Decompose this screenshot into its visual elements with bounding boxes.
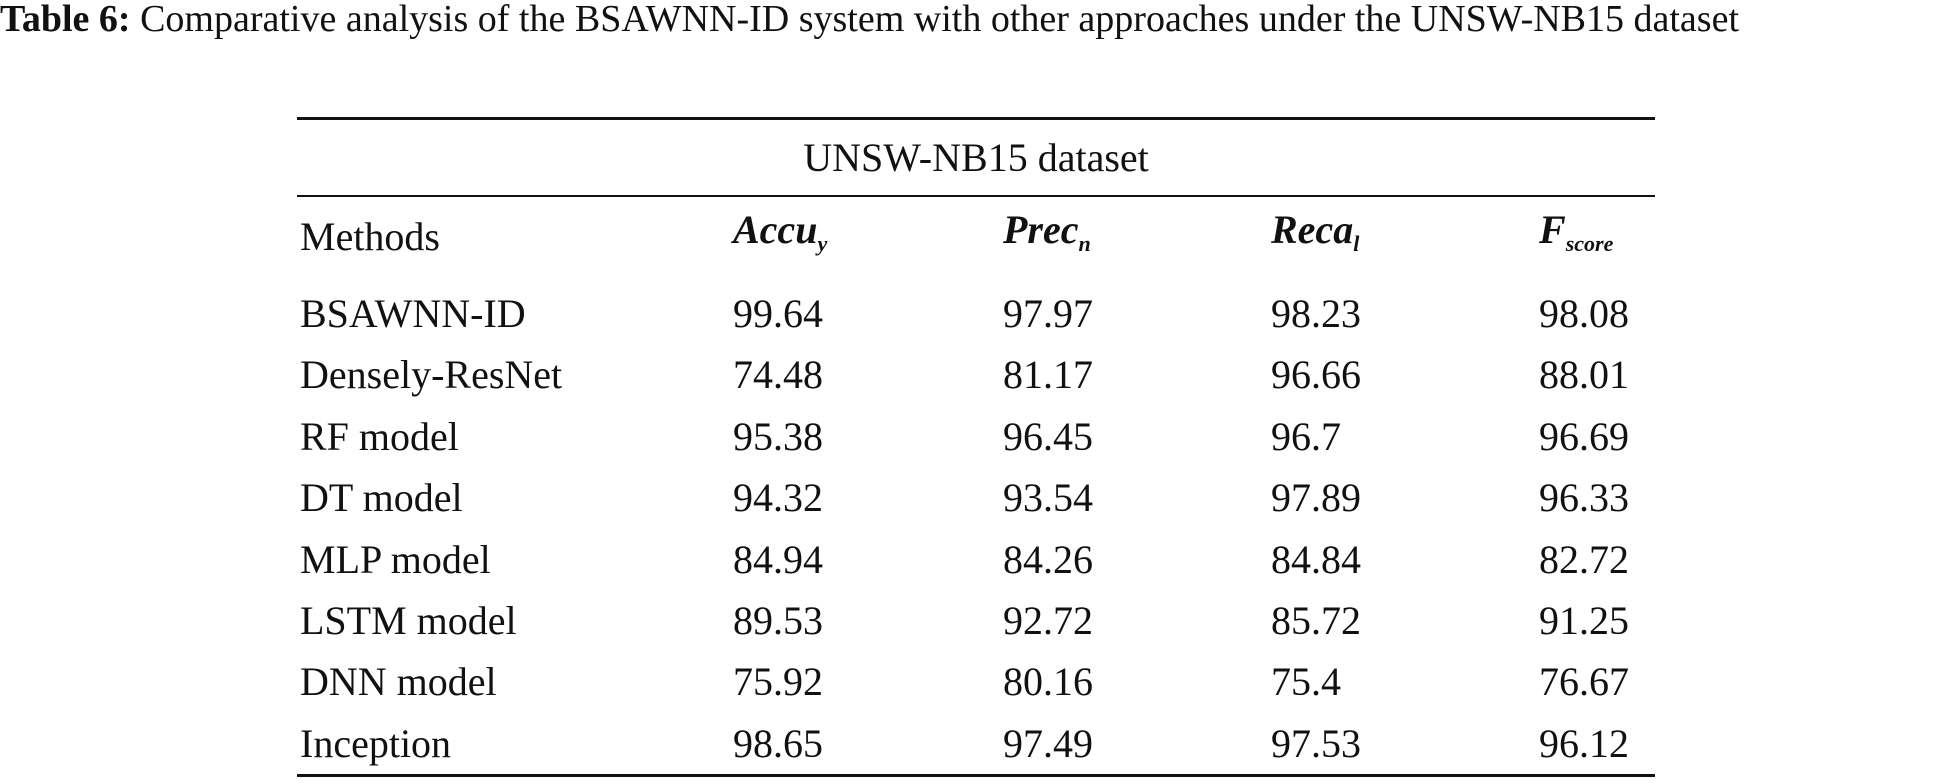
metric-value: 96.66: [1271, 352, 1361, 398]
metric-value: 98.65: [733, 720, 823, 766]
metric-value: 81.17: [1003, 352, 1093, 398]
column-header-sub: l: [1353, 231, 1360, 256]
column-header-sub: n: [1078, 231, 1091, 256]
metric-value: 89.53: [733, 598, 823, 643]
caption-text: Comparative analysis of the BSAWNN-ID sy…: [140, 0, 1740, 40]
caption: Table 6: Comparative analysis of the BSA…: [0, 0, 1950, 38]
metric-value: 84.94: [733, 536, 823, 582]
metric-value: 85.72: [1271, 598, 1361, 643]
metric-value: 94.32: [733, 475, 823, 521]
metric-value: 97.89: [1271, 475, 1361, 521]
column-header: Fscore: [1539, 210, 1613, 264]
group-header: UNSW-NB15 dataset: [803, 135, 1149, 180]
column-header: Recal: [1271, 210, 1359, 264]
metric-value: 93.54: [1003, 475, 1093, 521]
method-name: DNN model: [300, 659, 497, 705]
column-header-main: Accu: [733, 207, 818, 252]
method-name: RF model: [300, 413, 459, 459]
metric-value: 97.53: [1271, 720, 1361, 766]
metric-value: 99.64: [733, 291, 823, 336]
metric-value: 96.33: [1539, 475, 1629, 521]
metric-value: 75.4: [1271, 659, 1341, 705]
metric-value: 98.08: [1539, 291, 1629, 336]
column-header: Accuy: [733, 210, 827, 264]
column-header-main: Reca: [1271, 207, 1354, 252]
metric-value: 98.23: [1271, 291, 1361, 336]
column-header-main: Methods: [300, 214, 440, 259]
metric-value: 80.16: [1003, 659, 1093, 705]
metric-value: 92.72: [1003, 598, 1093, 643]
method-name: DT model: [300, 475, 463, 521]
metric-value: 96.69: [1539, 413, 1629, 459]
column-header-main: Prec: [1003, 207, 1079, 252]
top-rule: [297, 117, 1655, 120]
metric-value: 96.45: [1003, 413, 1093, 459]
mid-rule: [297, 195, 1655, 197]
column-header-sub: score: [1565, 231, 1614, 256]
column-header: Precn: [1003, 210, 1091, 264]
metric-value: 84.84: [1271, 536, 1361, 582]
metric-value: 97.97: [1003, 291, 1093, 336]
metric-value: 91.25: [1539, 598, 1629, 643]
metric-value: 84.26: [1003, 536, 1093, 582]
caption-label: Table 6:: [0, 0, 131, 40]
metric-value: 82.72: [1539, 536, 1629, 582]
method-name: BSAWNN-ID: [300, 291, 526, 336]
column-header-sub: y: [817, 231, 828, 256]
method-name: LSTM model: [300, 598, 517, 643]
metric-value: 74.48: [733, 352, 823, 398]
metric-value: 96.7: [1271, 413, 1341, 459]
method-name: Inception: [300, 720, 452, 766]
method-name: Densely-ResNet: [300, 352, 563, 398]
metric-value: 76.67: [1539, 659, 1629, 705]
column-header-main: F: [1539, 207, 1566, 252]
metric-value: 88.01: [1539, 352, 1629, 398]
metric-value: 97.49: [1003, 720, 1093, 766]
metric-value: 75.92: [733, 659, 823, 705]
metric-value: 95.38: [733, 413, 823, 459]
method-name: MLP model: [300, 536, 491, 582]
metric-value: 96.12: [1539, 720, 1629, 766]
column-header: Methods: [300, 217, 440, 257]
bottom-rule: [297, 774, 1655, 777]
